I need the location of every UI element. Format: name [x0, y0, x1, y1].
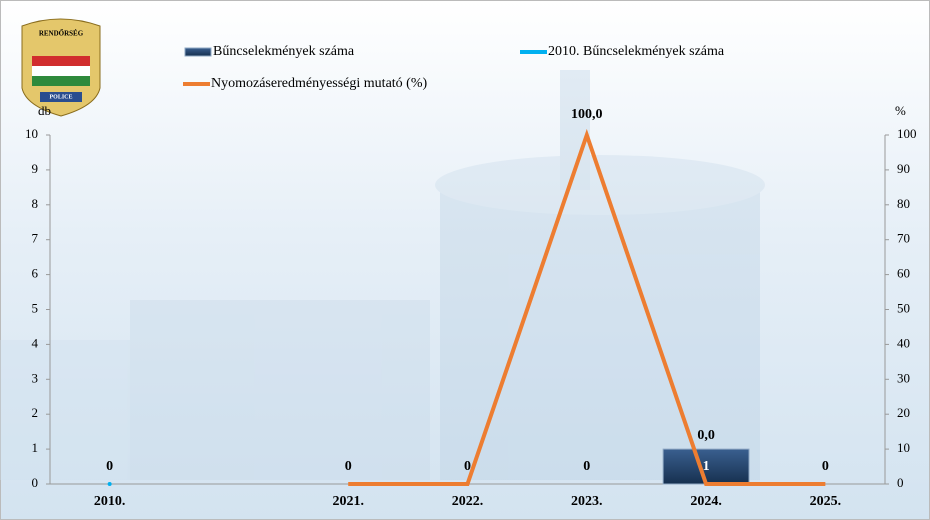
- data-label: 0: [464, 459, 471, 474]
- data-label: 0: [106, 459, 113, 474]
- y-tick-label: 10: [25, 126, 38, 141]
- x-tick-label: 2010.: [94, 494, 126, 509]
- data-label: 0: [345, 459, 352, 474]
- y-tick-label: 2: [32, 405, 39, 420]
- data-label: 100,0: [571, 107, 603, 122]
- legend-label: Nyomozáseredményességi mutató (%): [211, 76, 427, 91]
- x-tick-label: 2022.: [452, 494, 484, 509]
- y-tick-label: 3: [32, 370, 39, 385]
- y-tick-label: 9: [32, 161, 39, 176]
- y2-tick-label: 10: [897, 440, 910, 455]
- logo-text: RENDŐRSÉG: [39, 30, 84, 38]
- y-tick-label: 7: [32, 231, 39, 246]
- y-tick-label: 8: [32, 196, 39, 211]
- y-tick-label: 5: [32, 300, 39, 315]
- y-tick-label: 6: [32, 266, 39, 281]
- point: [107, 482, 112, 486]
- building: [0, 70, 765, 480]
- y-tick-label: 1: [32, 440, 39, 455]
- x-tick-label: 2024.: [690, 494, 722, 509]
- data-label: 0: [583, 459, 590, 474]
- legend-swatch: [184, 47, 212, 57]
- y2-tick-label: 30: [897, 370, 910, 385]
- legend-label: Bűncselekmények száma: [213, 44, 355, 59]
- x-tick-label: 2021.: [332, 494, 364, 509]
- legend-label: 2010. Bűncselekmények száma: [548, 44, 725, 59]
- y2-tick-label: 60: [897, 266, 910, 281]
- data-label: 0,0: [697, 428, 715, 443]
- y2-tick-label: 0: [897, 475, 904, 490]
- y2-tick-label: 80: [897, 196, 910, 211]
- y-tick-label: 4: [32, 335, 39, 350]
- y-tick-label: 0: [32, 475, 39, 490]
- y2-tick-label: 70: [897, 231, 910, 246]
- x-tick-label: 2025.: [810, 494, 842, 509]
- data-label: 0: [822, 459, 829, 474]
- y2-tick-label: 40: [897, 335, 910, 350]
- logo-text: POLICE: [49, 94, 72, 100]
- y2-tick-label: 50: [897, 300, 910, 315]
- y2-tick-label: 20: [897, 405, 910, 420]
- y2-axis-label: %: [895, 103, 906, 118]
- line: [348, 128, 826, 486]
- x-tick-label: 2023.: [571, 494, 603, 509]
- y2-tick-label: 90: [897, 161, 910, 176]
- data-label: 1: [703, 459, 710, 474]
- y2-tick-label: 100: [897, 126, 917, 141]
- y-axis-label: db: [38, 103, 51, 118]
- logo: RENDŐRSÉG POLICE: [21, 18, 101, 117]
